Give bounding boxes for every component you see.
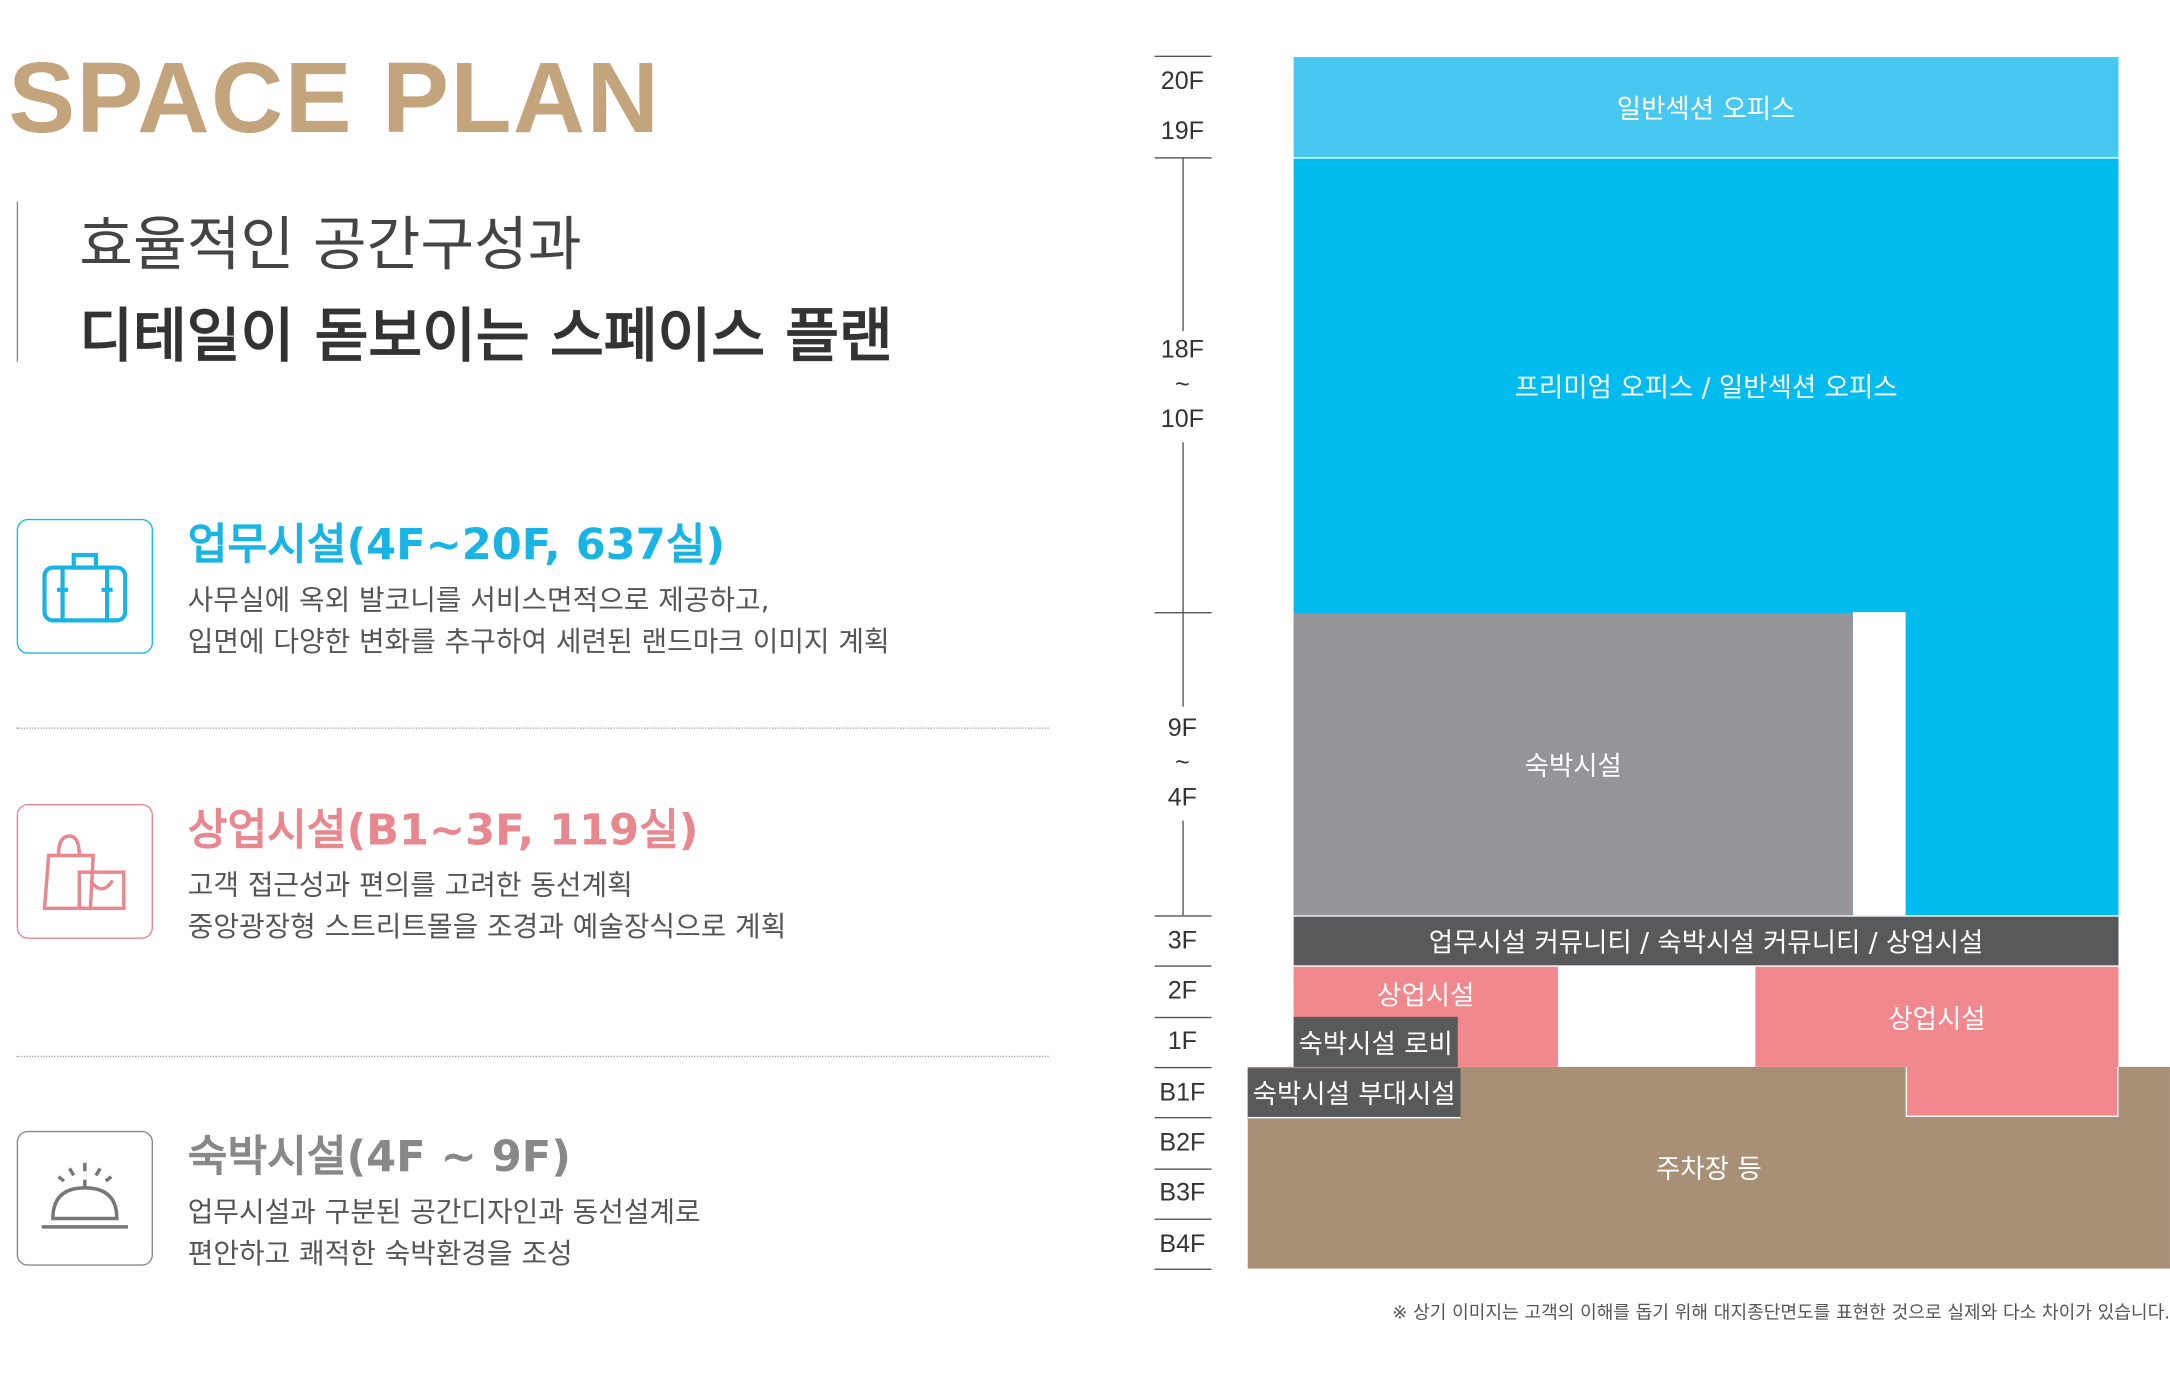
floor-label: 19F bbox=[1160, 116, 1204, 145]
floor-label: 3F bbox=[1167, 926, 1197, 955]
floor-tick bbox=[1154, 1218, 1212, 1220]
floor-tick bbox=[1154, 915, 1212, 917]
floor-tick bbox=[1154, 1016, 1212, 1019]
block-label: 프리미엄 오피스 / 일반섹션 오피스 bbox=[1514, 372, 1898, 403]
briefcase-icon bbox=[42, 552, 128, 622]
floor-label: 9F bbox=[1167, 713, 1197, 742]
office-section-title: 업무시설(4F~20F, 637실) bbox=[187, 520, 726, 571]
floor-label: 4F bbox=[1167, 783, 1197, 811]
subtitle-line-2: 디테일이 돋보이는 스페이스 플랜 bbox=[79, 301, 893, 371]
commercial-section-title: 상업시설(B1~3F, 119실) bbox=[187, 805, 699, 856]
floor-tick bbox=[1154, 1066, 1212, 1069]
shopping-bag-icon bbox=[42, 833, 126, 910]
floor-label: B1F bbox=[1159, 1078, 1206, 1106]
floor-label: ~ bbox=[1175, 748, 1190, 777]
lodging-desc-2: 편안하고 쾌적한 숙박환경을 조성 bbox=[187, 1236, 573, 1270]
block-label: 업무시설 커뮤니티 / 숙박시설 커뮤니티 / 상업시설 bbox=[1428, 927, 1984, 959]
floor-label: B3F bbox=[1159, 1178, 1206, 1206]
floor-tick bbox=[1154, 1268, 1212, 1270]
gap bbox=[1852, 612, 1906, 916]
block-label: 숙박시설 부대시설 bbox=[1252, 1079, 1456, 1111]
accent-bar bbox=[16, 201, 19, 362]
office-icon-box bbox=[16, 518, 154, 654]
divider bbox=[16, 727, 1049, 729]
premium-office-block: 프리미엄 오피스 / 일반섹션 오피스 bbox=[1293, 158, 2119, 613]
floor-label: ~ bbox=[1175, 370, 1190, 398]
lodging-desc-1: 업무시설과 구분된 공간디자인과 동선설계로 bbox=[187, 1194, 701, 1229]
floor-label: 20F bbox=[1160, 66, 1204, 95]
commercial-desc-2: 중앙광장형 스트리트몰을 조경과 예술장식으로 계획 bbox=[187, 909, 787, 944]
commercial-right-lower bbox=[1905, 1065, 2119, 1117]
commercial-desc-1: 고객 접근성과 편의를 고려한 동선계획 bbox=[187, 867, 633, 902]
general-office-block: 일반섹션 오피스 bbox=[1293, 57, 2119, 158]
commercial-icon-box bbox=[16, 803, 154, 939]
floor-tick bbox=[1154, 55, 1212, 58]
office-desc-2: 입면에 다양한 변화를 추구하여 세련된 랜드마크 이미지 계획 bbox=[187, 624, 890, 658]
floor-tick bbox=[1154, 965, 1212, 967]
floor-label: 1F bbox=[1167, 1026, 1197, 1055]
lodging-icon-box bbox=[16, 1130, 154, 1266]
lodging-block: 숙박시설 bbox=[1293, 613, 1853, 916]
page-title: SPACE PLAN bbox=[8, 43, 661, 155]
block-label: 상업시설 bbox=[1377, 980, 1475, 1012]
floor-tick bbox=[1154, 1168, 1212, 1170]
block-label: 숙박시설 로비 bbox=[1298, 1028, 1453, 1060]
divider bbox=[16, 1055, 1049, 1058]
footnote: ※ 상기 이미지는 고객의 이해를 돕기 위해 대지종단면도를 표현한 것으로 … bbox=[1392, 1303, 2170, 1325]
block-label: 일반섹션 오피스 bbox=[1616, 93, 1796, 125]
block-label: 주차장 등 bbox=[1656, 1154, 1762, 1186]
floor-label: B4F bbox=[1159, 1229, 1206, 1258]
subtitle-line-1: 효율적인 공간구성과 bbox=[79, 210, 582, 279]
floor-axis bbox=[1182, 157, 1184, 332]
floor-label: 18F bbox=[1160, 335, 1204, 364]
floor-axis bbox=[1182, 442, 1184, 707]
block-label: 상업시설 bbox=[1888, 1003, 1986, 1035]
community-block: 업무시설 커뮤니티 / 숙박시설 커뮤니티 / 상업시설 bbox=[1293, 916, 2119, 966]
floor-label: 2F bbox=[1167, 976, 1197, 1005]
floor-label: B2F bbox=[1159, 1128, 1206, 1156]
office-desc-1: 사무실에 옥외 발코니를 서비스면적으로 제공하고, bbox=[187, 582, 770, 617]
floor-axis bbox=[1182, 820, 1184, 916]
block-label: 숙박시설 bbox=[1524, 751, 1622, 782]
floor-label: 10F bbox=[1160, 404, 1204, 433]
lodging-annex-block: 숙박시설 부대시설 bbox=[1247, 1068, 1461, 1119]
lodging-section-title: 숙박시설(4F ~ 9F) bbox=[187, 1132, 571, 1183]
commercial-right-block: 상업시설 bbox=[1755, 966, 2119, 1067]
lodging-lobby-block: 숙박시설 로비 bbox=[1293, 1016, 1458, 1067]
service-bell-icon bbox=[41, 1162, 128, 1228]
floor-tick bbox=[1154, 1116, 1212, 1119]
